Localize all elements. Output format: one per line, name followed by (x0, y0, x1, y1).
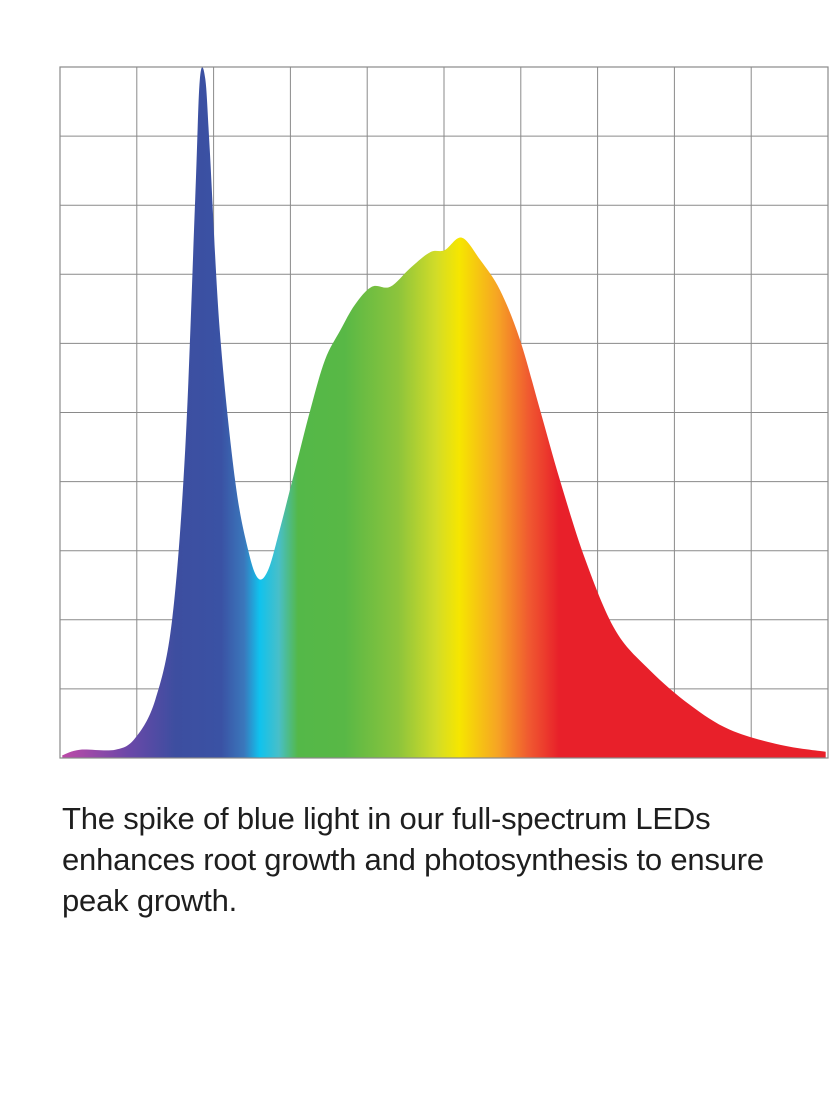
plot-frame (59, 66, 829, 759)
spectrum-area (62, 67, 826, 759)
caption: The spike of blue light in our full-spec… (62, 801, 764, 918)
spectrum-chart (59, 66, 829, 759)
